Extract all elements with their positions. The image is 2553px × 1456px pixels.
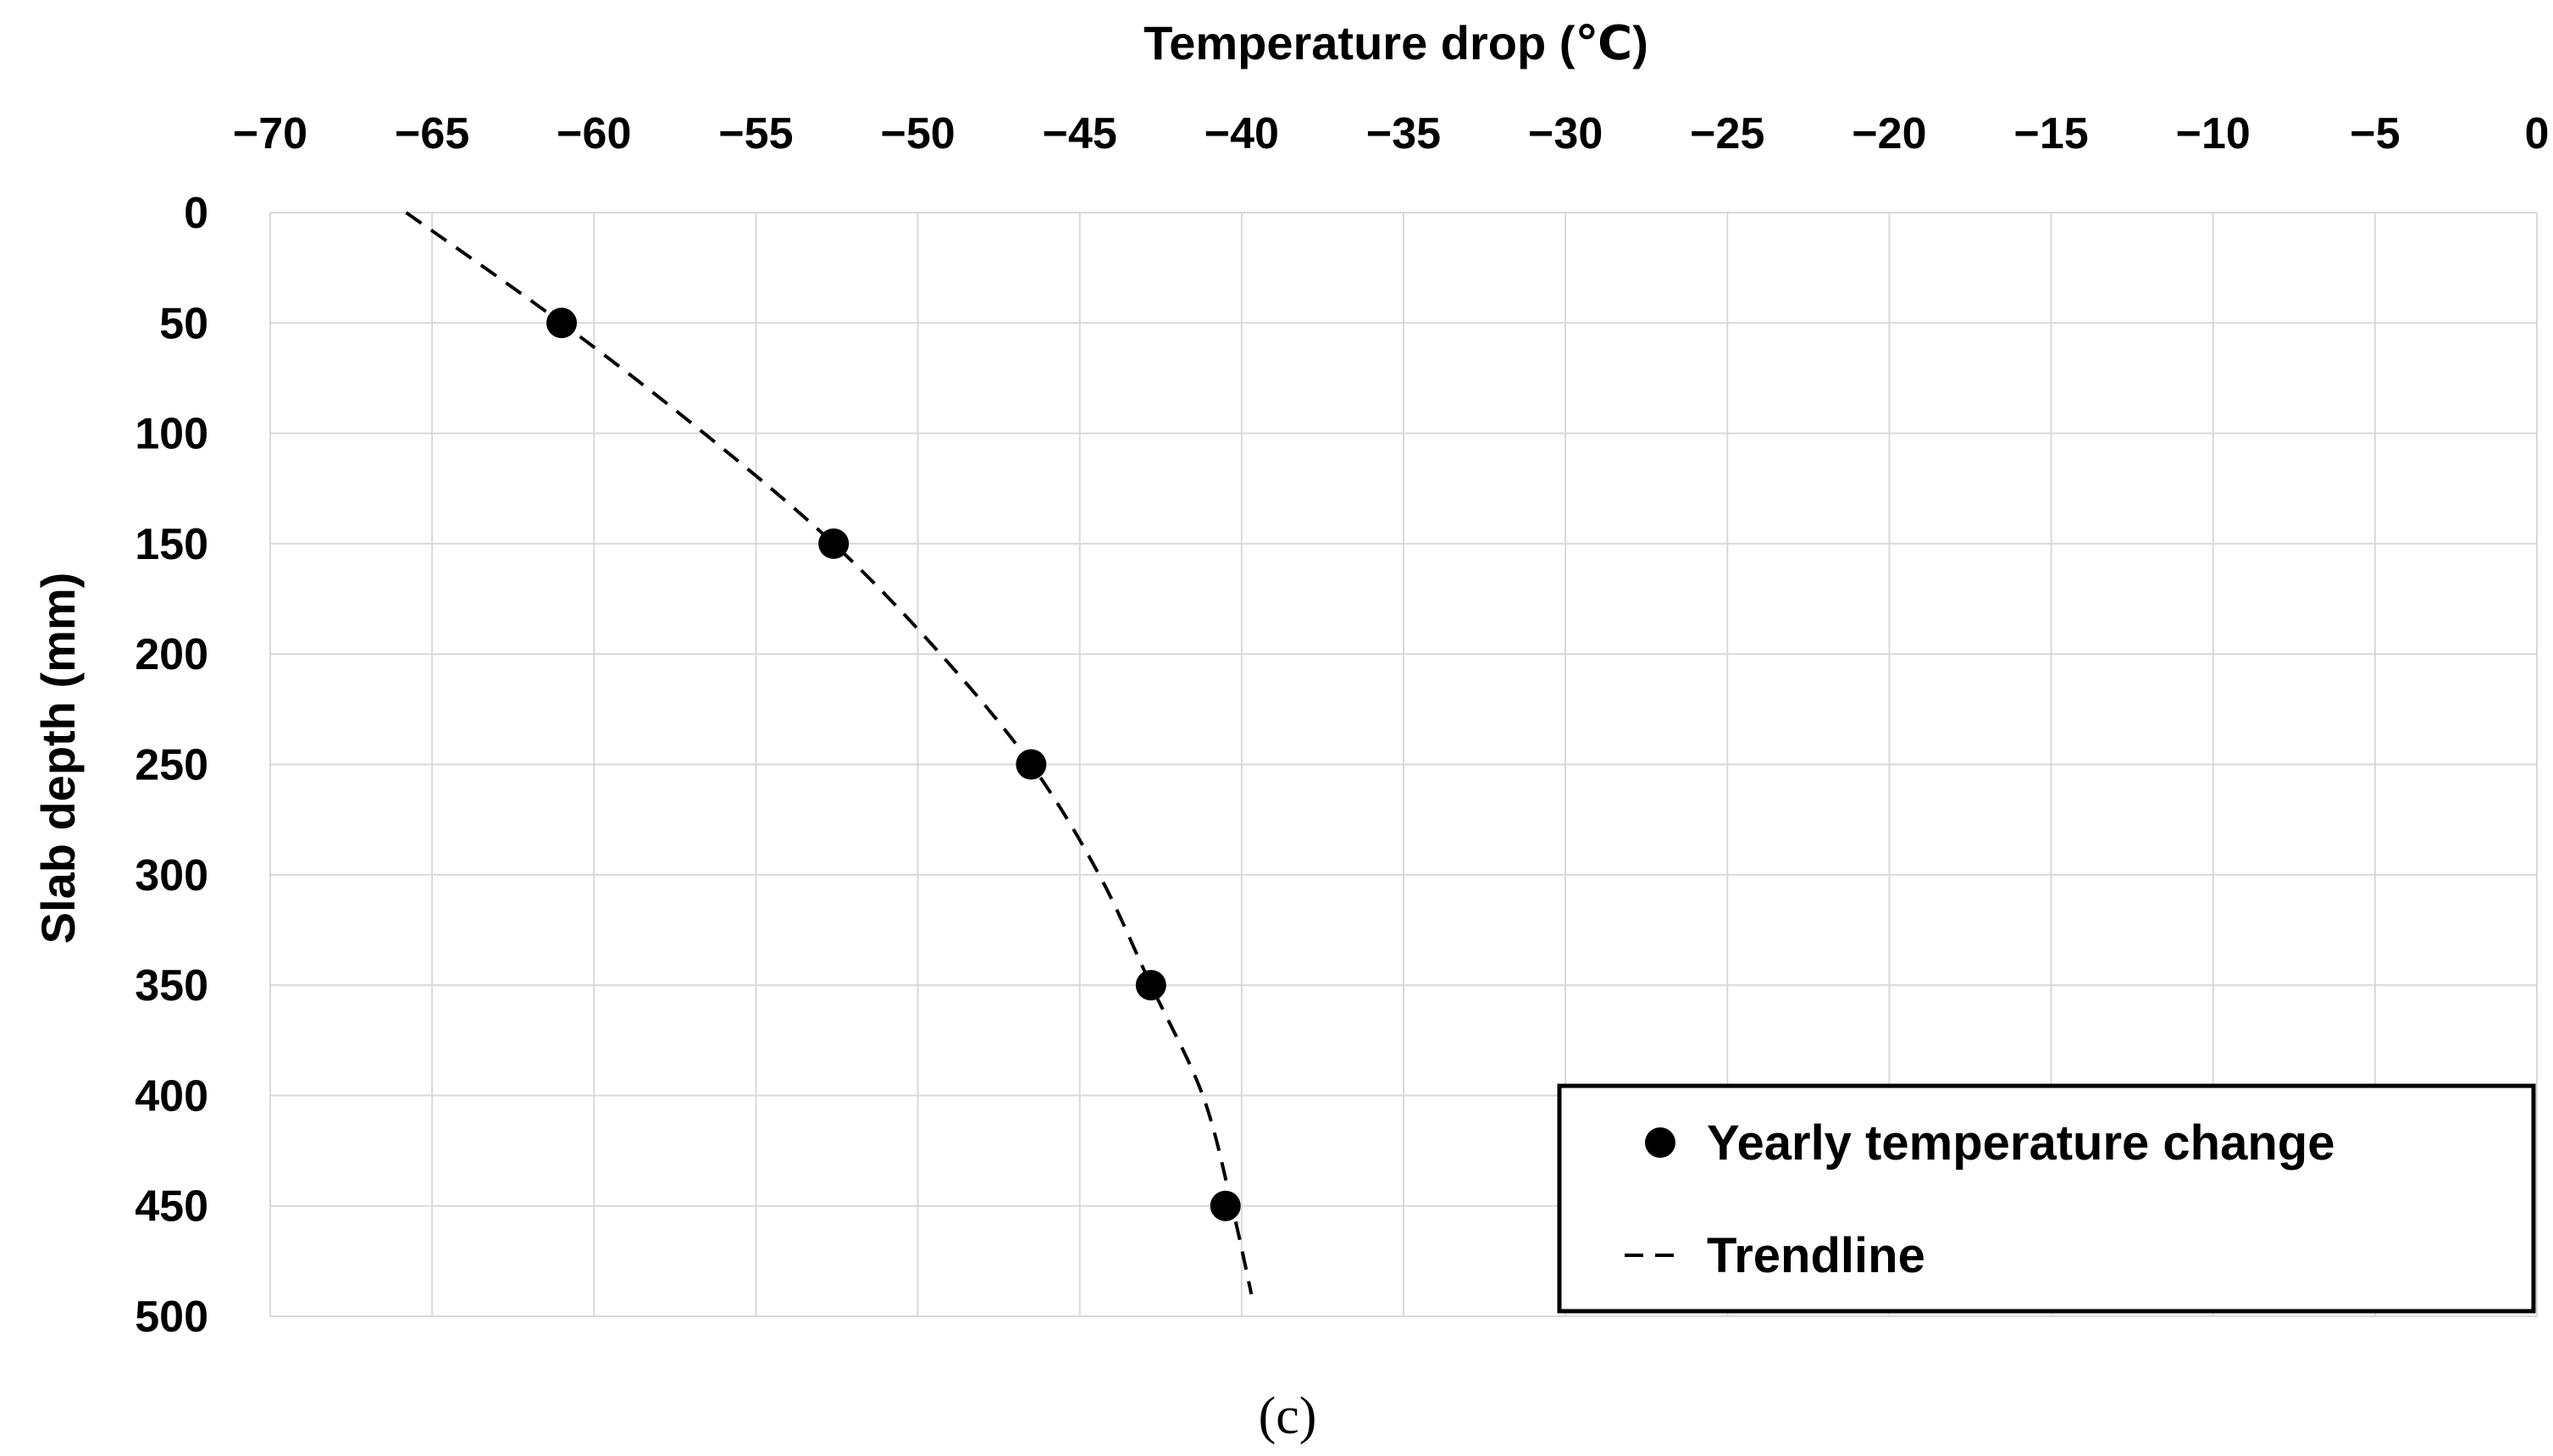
y-tick-label: 400 xyxy=(135,1071,208,1121)
legend-marker-dot-icon xyxy=(1645,1127,1675,1158)
data-point xyxy=(1210,1190,1241,1221)
x-tick-label: −20 xyxy=(1852,109,1926,158)
x-tick-label: −30 xyxy=(1528,109,1603,158)
y-tick-label: 100 xyxy=(135,410,208,459)
data-point xyxy=(1016,749,1047,780)
x-tick-label: −10 xyxy=(2176,109,2251,158)
y-tick-label: 50 xyxy=(159,299,208,348)
x-tick-label: −50 xyxy=(880,109,955,158)
x-axis-title: Temperature drop (℃) xyxy=(1144,16,1648,69)
scatter-series xyxy=(546,307,1241,1221)
legend-box xyxy=(1557,1083,2536,1314)
x-tick-label: −35 xyxy=(1366,109,1441,158)
y-axis-title: Slab depth (mm) xyxy=(31,573,85,944)
x-tick-label: −65 xyxy=(395,109,469,158)
y-tick-label: 150 xyxy=(135,520,208,569)
x-axis-ticks: −70 −65 −60 −55 −50 −45 −40 −35 −30 −25 −20 −15 −10−… xyxy=(233,109,2550,158)
y-tick-label: 0 xyxy=(184,189,208,238)
x-tick-label: −5 xyxy=(2350,109,2400,158)
y-tick-label: 350 xyxy=(135,961,208,1010)
data-point xyxy=(818,528,850,559)
y-tick-label: 200 xyxy=(135,630,208,679)
legend: Yearly temperature change Trendline xyxy=(1557,1083,2536,1314)
x-tick-label: −60 xyxy=(557,109,631,158)
y-axis-ticks: 0 50 100 150 200 250 300 350 400 450 500 xyxy=(135,189,208,1342)
x-tick-label: −15 xyxy=(2013,109,2088,158)
x-tick-label: −25 xyxy=(1690,109,1764,158)
data-point xyxy=(1135,970,1166,1001)
x-tick-label: −40 xyxy=(1205,109,1279,158)
y-tick-label: 250 xyxy=(135,741,208,790)
y-tick-label: 300 xyxy=(135,851,208,900)
legend-label-yearly: Yearly temperature change xyxy=(1707,1116,2334,1171)
legend-label-trendline: Trendline xyxy=(1707,1228,1925,1283)
x-tick-label: −45 xyxy=(1043,109,1117,158)
figure-caption: (c) xyxy=(1259,1387,1317,1445)
x-tick-label: −70 xyxy=(233,109,307,158)
x-tick-label: −55 xyxy=(718,109,793,158)
trendline-series xyxy=(405,211,1254,1295)
x-tick-label: 0 xyxy=(2525,109,2550,158)
y-tick-label: 450 xyxy=(135,1182,208,1232)
data-point xyxy=(546,307,578,339)
y-tick-label: 500 xyxy=(135,1293,208,1342)
